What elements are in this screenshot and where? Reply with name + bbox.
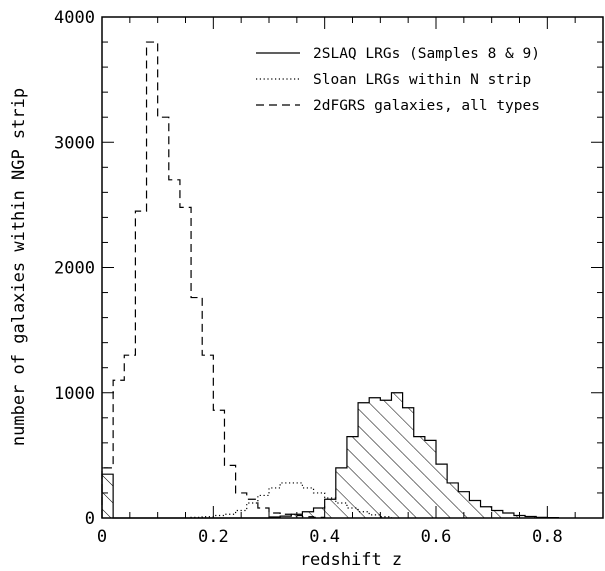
x-tick-label-2: 0.4 [309,527,340,547]
bar-0-21 [335,467,347,518]
bar-0-23 [358,402,370,518]
x-tick-label-1: 0.2 [198,527,229,547]
legend-label-2: 2dFGRS galaxies, all types [313,98,540,114]
bar-0-29 [424,440,436,518]
bar-0-35 [491,510,503,518]
series-0 [101,392,560,519]
tick-labels: 0 0.2 0.4 0.6 0.8 0 1000 2000 3000 4000 [54,8,563,547]
bar-0-32 [458,491,470,518]
x-tick-label-4: 0.8 [532,527,563,547]
bar-0-18 [302,511,314,518]
bar-0-31 [447,482,459,518]
bar-0-38 [525,516,537,518]
bar-0-20 [324,499,336,518]
series-outline-0 [101,392,560,519]
y-tick-label-3: 3000 [54,133,95,153]
y-tick-label-2: 2000 [54,259,95,279]
y-tick-label-4: 4000 [54,8,95,28]
x-tick-label-0: 0 [97,527,107,547]
y-tick-label-1: 1000 [54,384,95,404]
bar-0-34 [480,506,492,518]
bar-0-22 [346,436,359,518]
bar-0-25 [380,400,392,518]
bar-0-30 [436,464,448,518]
bar-0-19 [313,507,325,518]
legend: 2SLAQ LRGs (Samples 8 & 9) Sloan LRGs wit… [256,46,540,114]
series-outline-2 [101,41,326,518]
bar-0-27 [402,407,414,518]
legend-label-0: 2SLAQ LRGs (Samples 8 & 9) [313,46,540,62]
y-tick-label-0: 0 [85,509,95,529]
series-2 [101,41,326,518]
y-axis-title: number of galaxies within NGP strip [9,88,29,446]
bar-0-0 [102,474,114,518]
bar-0-36 [502,512,514,518]
bar-0-24 [369,397,381,518]
bar-0-33 [469,500,481,518]
series-layer [101,41,560,519]
x-tick-label-3: 0.6 [421,527,452,547]
bar-0-16 [280,516,292,518]
bar-0-28 [413,436,425,518]
bar-0-26 [391,392,403,518]
x-axis-title: redshift z [300,550,402,570]
axis-ticks [101,16,604,519]
legend-label-1: Sloan LRGs within N strip [313,72,531,88]
